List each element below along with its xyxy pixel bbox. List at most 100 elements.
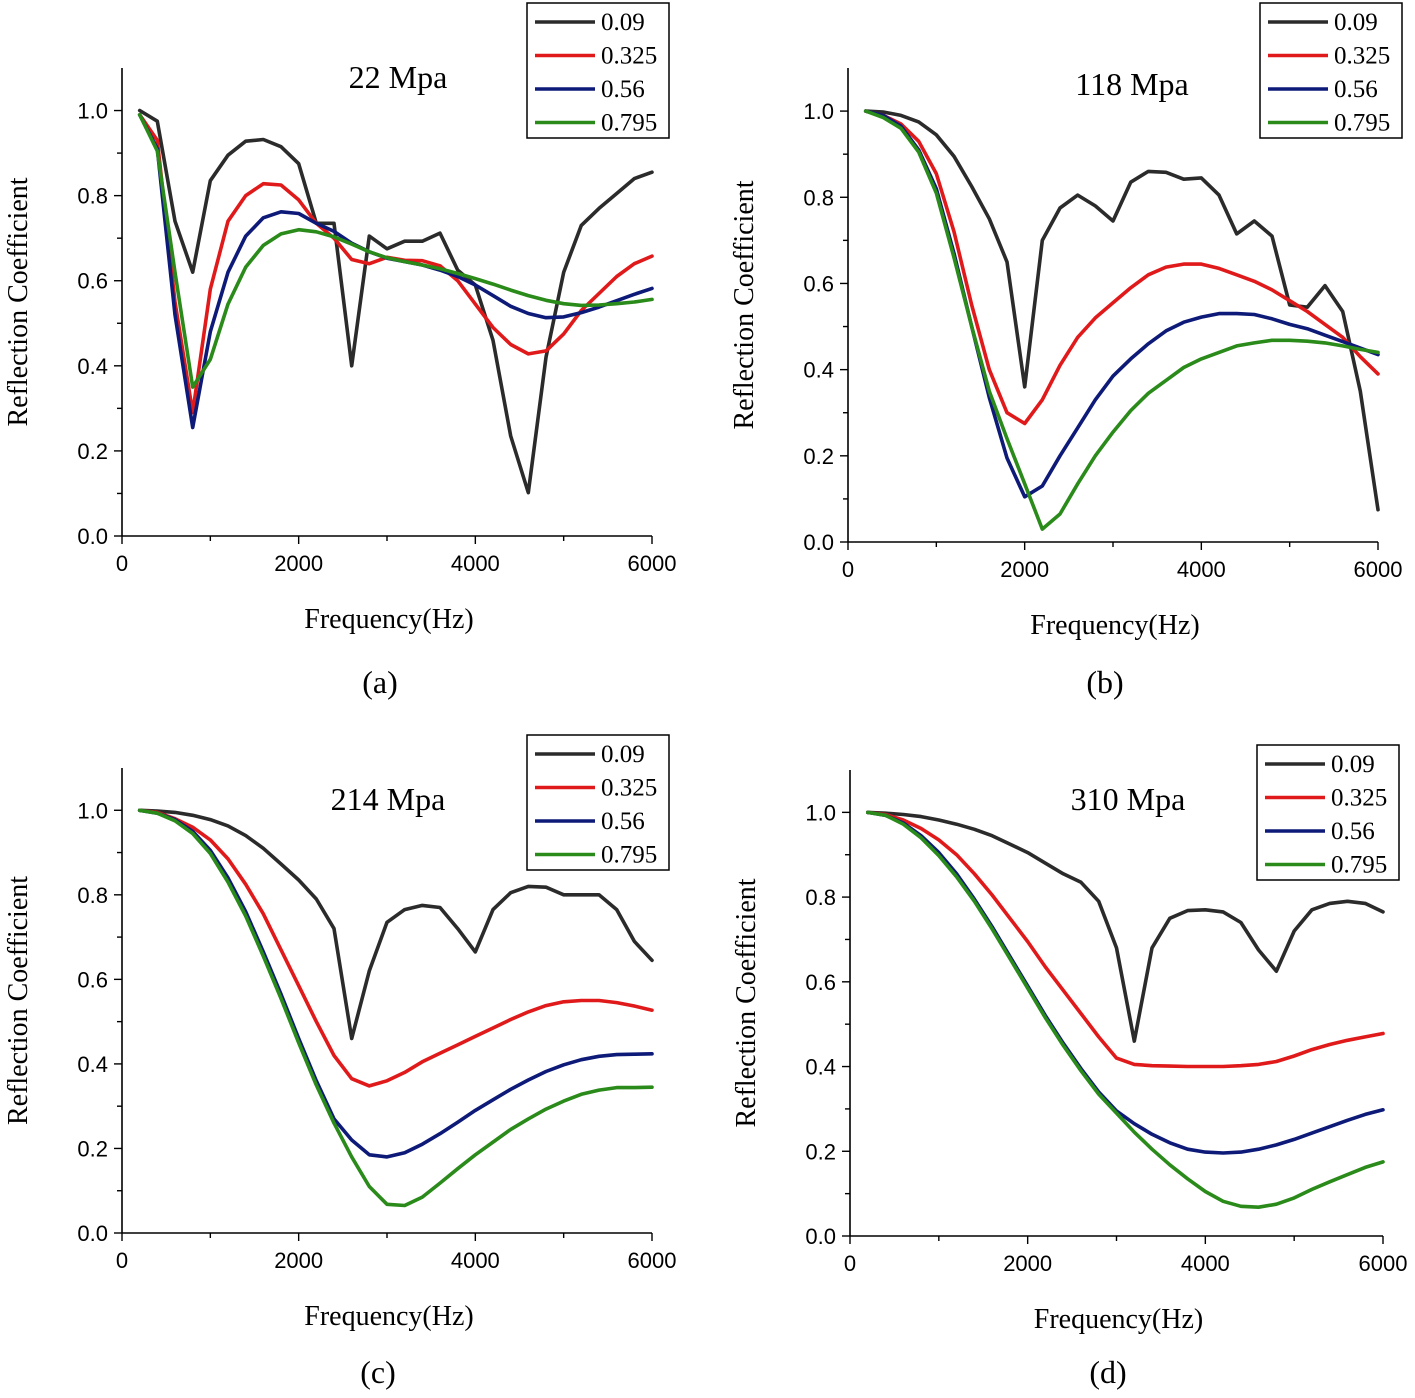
x-tick-label: 6000: [1359, 1251, 1408, 1276]
series-line-0.325: [137, 808, 654, 1088]
x-tick-label: 2000: [274, 1248, 323, 1273]
legend-label: 0.56: [1331, 818, 1375, 845]
x-axis-title: Frequency(Hz): [304, 1301, 473, 1332]
series-line-0.325: [863, 109, 1380, 426]
x-tick-label: 4000: [451, 551, 500, 576]
x-tick-label: 4000: [1177, 557, 1226, 582]
legend-label: 0.795: [601, 842, 657, 869]
legend-label: 0.795: [1334, 110, 1390, 137]
chart-panel-c: 0 2000 4000 6000 0.0 0.2 0.4 0.6 0.8 1.0 Frequency…: [3, 734, 677, 1390]
x-tick-label: 0: [116, 1248, 128, 1273]
series-line-0.09: [863, 109, 1380, 512]
series-line-0.56: [863, 109, 1380, 499]
x-tick-label: 6000: [628, 551, 677, 576]
legend: 0.09 0.325 0.56 0.795: [526, 2, 670, 139]
series-line-0.795: [863, 109, 1380, 531]
series-line-0.325: [137, 113, 654, 415]
series-line-0.09: [137, 808, 654, 1041]
x-tick-label: 2000: [274, 551, 323, 576]
legend-box: [526, 2, 670, 139]
panel-caption: (c): [360, 1354, 396, 1390]
series-line-0.56: [137, 808, 654, 1159]
x-tick-label: 0: [116, 551, 128, 576]
legend-box: [1256, 744, 1400, 881]
legend-label: 0.56: [601, 808, 645, 835]
y-tick-label: 1.0: [803, 99, 834, 124]
y-tick-label: 0.4: [77, 1052, 108, 1077]
y-tick-label: 1.0: [805, 800, 836, 825]
y-tick-label: 0.6: [77, 269, 108, 294]
x-tick-label: 0: [842, 557, 854, 582]
y-tick-label: 0.0: [805, 1224, 836, 1249]
legend-box: [1259, 2, 1403, 139]
x-tick-label: 4000: [451, 1248, 500, 1273]
series-line-0.56: [865, 810, 1385, 1155]
chart-panel-d: 0 2000 4000 6000 0.0 0.2 0.4 0.6 0.8 1.0 Frequency…: [731, 744, 1408, 1390]
series-line-0.09: [865, 810, 1385, 1043]
legend: 0.09 0.325 0.56 0.795: [1256, 744, 1400, 881]
y-tick-label: 0.8: [77, 184, 108, 209]
legend-label: 0.09: [601, 741, 645, 768]
panel-caption: (d): [1089, 1354, 1126, 1390]
legend-label: 0.325: [1331, 785, 1387, 812]
legend: 0.09 0.325 0.56 0.795: [526, 734, 670, 871]
y-tick-label: 0.0: [803, 530, 834, 555]
legend-label: 0.09: [601, 9, 645, 36]
series-line-0.09: [137, 108, 654, 495]
panel-title: 310 Mpa: [1071, 781, 1186, 817]
legend-label: 0.09: [1331, 751, 1375, 778]
y-tick-label: 1.0: [77, 99, 108, 124]
panel-title: 118 Mpa: [1075, 66, 1188, 102]
y-tick-label: 0.8: [803, 185, 834, 210]
series-line-0.795: [137, 808, 654, 1208]
legend-box: [526, 734, 670, 871]
legend: 0.09 0.325 0.56 0.795: [1259, 2, 1403, 139]
y-tick-label: 0.2: [805, 1139, 836, 1164]
y-tick-label: 0.4: [803, 358, 834, 383]
panel-title: 214 Mpa: [331, 781, 446, 817]
y-tick-label: 0.6: [805, 970, 836, 995]
x-axis-title: Frequency(Hz): [304, 604, 473, 635]
y-tick-label: 1.0: [77, 798, 108, 823]
legend-label: 0.325: [601, 43, 657, 70]
y-tick-label: 0.0: [77, 524, 108, 549]
legend-label: 0.325: [1334, 43, 1390, 70]
y-axis-title: Reflection Coefficient: [731, 878, 762, 1127]
panel-title: 22 Mpa: [349, 59, 448, 95]
x-axis-title: Frequency(Hz): [1030, 610, 1199, 641]
y-tick-label: 0.2: [77, 1136, 108, 1161]
panel-caption: (b): [1086, 664, 1123, 700]
y-axis-title: Reflection Coefficient: [729, 180, 760, 429]
y-tick-label: 0.4: [805, 1055, 836, 1080]
x-axis-title: Frequency(Hz): [1034, 1304, 1203, 1335]
x-tick-label: 6000: [1354, 557, 1403, 582]
series-line-0.325: [865, 810, 1385, 1069]
y-tick-label: 0.6: [803, 271, 834, 296]
legend-label: 0.795: [601, 110, 657, 137]
series-line-0.795: [137, 113, 654, 389]
chart-panel-b: 0 2000 4000 6000 0.0 0.2 0.4 0.6 0.8 1.0 Frequency…: [729, 2, 1403, 700]
y-tick-label: 0.0: [77, 1221, 108, 1246]
y-tick-label: 0.8: [805, 885, 836, 910]
x-tick-label: 2000: [1003, 1251, 1052, 1276]
x-tick-label: 2000: [1000, 557, 1049, 582]
y-tick-label: 0.4: [77, 354, 108, 379]
legend-label: 0.56: [601, 76, 645, 103]
x-tick-label: 6000: [628, 1248, 677, 1273]
panel-caption: (a): [362, 664, 398, 700]
y-tick-label: 0.2: [77, 439, 108, 464]
legend-label: 0.795: [1331, 852, 1387, 879]
series-line-0.795: [865, 810, 1385, 1209]
x-tick-label: 0: [844, 1251, 856, 1276]
y-axis-title: Reflection Coefficient: [3, 177, 34, 426]
y-tick-label: 0.2: [803, 444, 834, 469]
y-tick-label: 0.6: [77, 967, 108, 992]
x-tick-label: 4000: [1181, 1251, 1230, 1276]
y-tick-label: 0.8: [77, 883, 108, 908]
legend-label: 0.56: [1334, 76, 1378, 103]
legend-label: 0.09: [1334, 9, 1378, 36]
chart-panel-a: 0 2000 4000 6000 0.0 0.2 0.4 0.6 0.8 1.0 Frequency…: [3, 2, 677, 700]
legend-label: 0.325: [601, 775, 657, 802]
y-axis-title: Reflection Coefficient: [3, 876, 34, 1125]
